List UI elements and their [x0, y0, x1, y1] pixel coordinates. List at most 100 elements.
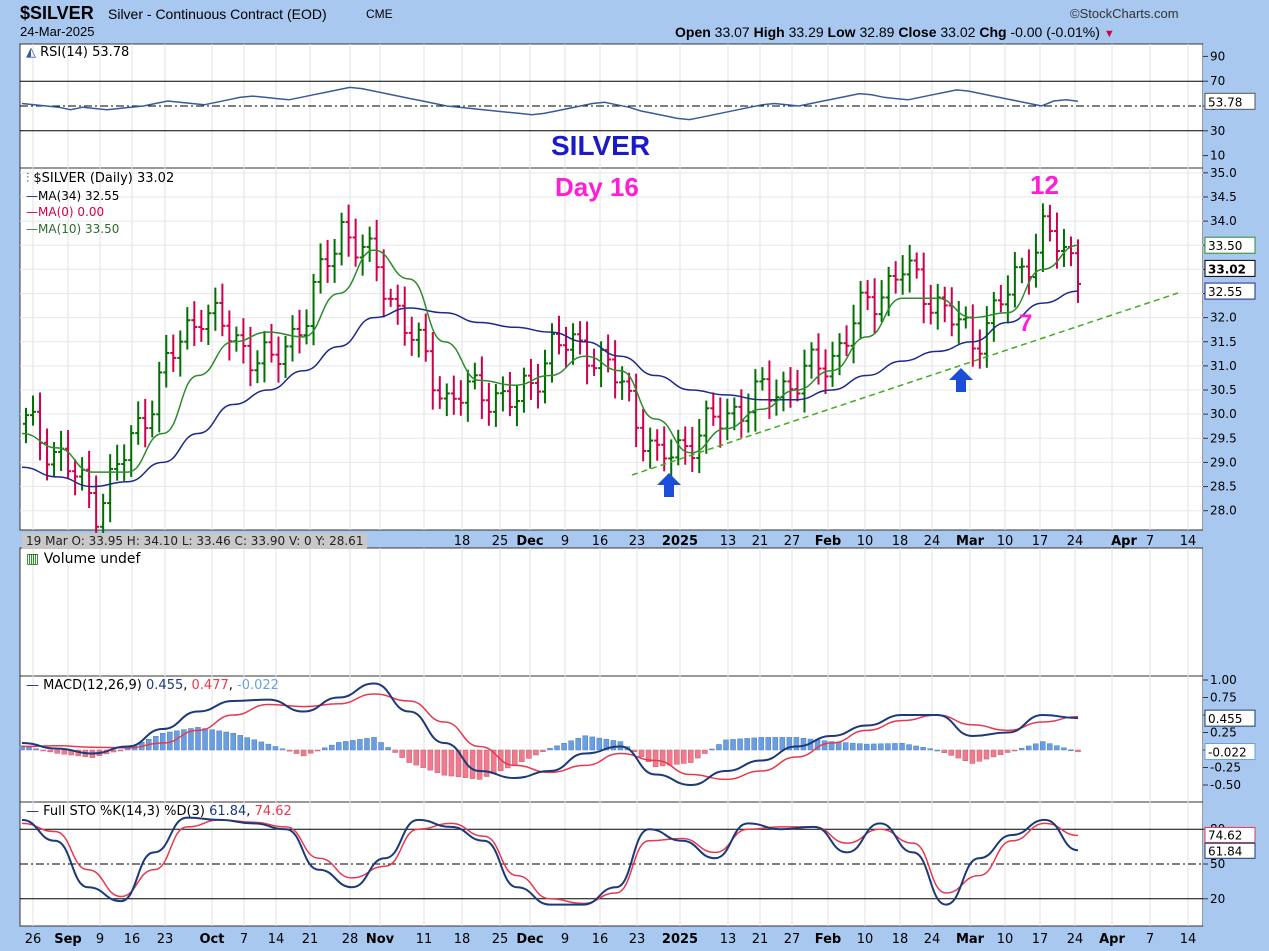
rsi-legend: ◭ RSI(14) 53.78: [26, 45, 129, 60]
macd-histogram-bar: [202, 728, 208, 751]
macd-histogram-bar: [1054, 745, 1060, 751]
price-bar: [871, 278, 878, 334]
sto-k-box: [1204, 842, 1256, 859]
top-axis-label: 17: [1032, 534, 1049, 549]
top-axis-label: Dec: [516, 534, 543, 549]
macd-histogram-bar: [962, 749, 969, 762]
macd-histogram-bar: [948, 749, 955, 756]
macd-legend: — MACD(12,26,9) 0.455, 0.477, -0.022: [26, 678, 279, 693]
macd-histogram-bar: [864, 743, 870, 751]
macd-histogram-bar: [688, 749, 694, 763]
price-bar: [570, 323, 577, 365]
bottom-axis-label: 2025: [662, 932, 698, 947]
macd-histogram-bar: [469, 749, 476, 779]
sto-k-label: 61.84: [1208, 844, 1242, 858]
price-bar: [303, 309, 310, 345]
price-bar: [30, 395, 37, 426]
macd-histogram-bar: [117, 749, 124, 752]
bottom-axis-label: 23: [157, 932, 174, 947]
price-tick-0: 35.0: [1210, 166, 1237, 180]
day-count-annotation: Day 16: [555, 172, 639, 202]
macd-histogram-bar: [737, 738, 743, 751]
macd-hist-box: [1204, 743, 1256, 761]
chg-value: -0.00 (-0.01%): [1010, 24, 1100, 40]
macd-histogram-bar: [512, 749, 518, 766]
price-bar: [177, 330, 184, 377]
price-tick-14: 28.0: [1210, 504, 1237, 518]
price-panel: [19, 167, 1204, 531]
macd-histogram-bar: [779, 737, 786, 751]
price-bar: [752, 369, 759, 432]
sto-k-line: [21, 816, 1079, 906]
macd-histogram-bar: [899, 743, 905, 751]
macd-histogram-bar: [533, 749, 539, 756]
price-bar: [464, 369, 471, 422]
price-bar: [471, 362, 478, 390]
price-bar: [268, 323, 275, 363]
rsi-icon: ◭: [26, 45, 36, 60]
legend-ma34: —MA(34) 32.55: [26, 188, 120, 203]
sto-d-line: [21, 819, 1079, 905]
macd-histogram-bar: [744, 738, 750, 751]
bottom-axis-label: Oct: [200, 932, 225, 947]
price-bar: [1053, 212, 1060, 269]
price-bar: [829, 341, 836, 387]
macd-histogram-bar: [645, 749, 652, 763]
price-bar: [142, 398, 149, 448]
macd-histogram-bar: [258, 741, 265, 751]
exchange-label: CME: [366, 7, 393, 21]
macd-histogram-bar: [716, 744, 722, 751]
price-bar: [485, 382, 492, 426]
bottom-axis-label: 11: [416, 932, 433, 947]
rsi-tick-90: 90: [1210, 49, 1225, 63]
macd-histogram-bar: [336, 742, 342, 751]
legend-ma10-text: MA(10) 33.50: [38, 221, 120, 236]
macd-histogram-bar: [392, 749, 398, 753]
price-bar: [619, 366, 626, 400]
macd-value-label: 0.455: [1208, 712, 1242, 726]
macd-histogram-bar: [758, 737, 764, 751]
macd-histogram-bar: [997, 749, 1004, 755]
price-ma10-box: [1204, 236, 1256, 254]
macd-histogram-bar: [730, 739, 736, 751]
sto-legend-k: 61.84: [209, 804, 247, 819]
bottom-axis-label: 10: [857, 932, 874, 947]
macd-histogram-bar: [828, 741, 835, 751]
macd-histogram-bar: [793, 737, 800, 751]
top-axis-label: 13: [720, 534, 737, 549]
macd-histogram-bar: [364, 738, 370, 751]
bottom-axis-label: 24: [924, 932, 941, 947]
macd-histogram-bar: [892, 743, 898, 751]
price-bar: [801, 349, 808, 413]
top-axis-label: 27: [784, 534, 801, 549]
macd-histogram-bar: [955, 749, 962, 759]
price-bar: [443, 383, 450, 417]
price-bar: [990, 291, 997, 342]
macd-histogram-bar: [1033, 743, 1039, 751]
price-bar: [976, 329, 983, 369]
price-tick-2: 34.0: [1210, 214, 1237, 228]
macd-histogram-bar: [554, 745, 560, 751]
macd-histogram-bar: [575, 737, 581, 751]
price-bar: [731, 397, 738, 431]
volume-legend: ▥ Volume undef: [26, 551, 140, 567]
price-bar: [184, 307, 191, 350]
price-bar: [710, 392, 717, 426]
up-arrow-icon: [657, 473, 681, 497]
price-bar: [408, 316, 415, 356]
macd-histogram-bar: [786, 737, 793, 751]
macd-histogram-bar: [603, 738, 610, 751]
grid: [20, 44, 1203, 926]
sto-d-label: 74.62: [1208, 828, 1242, 842]
macd-histogram-bar: [589, 736, 595, 751]
price-bar: [107, 454, 114, 523]
hover-readout: 19 Mar O: 33.95 H: 34.10 L: 33.46 C: 33.…: [22, 533, 368, 549]
volume-icon: ▥: [26, 551, 40, 567]
price-bar: [282, 335, 289, 378]
macd-histogram-bar: [47, 749, 53, 753]
price-ma34-label: 32.55: [1208, 285, 1242, 299]
price-bar: [633, 373, 640, 448]
top-axis-label: 10: [857, 534, 874, 549]
price-tick-8: 31.0: [1210, 359, 1237, 373]
macd-histogram-bar: [505, 749, 511, 769]
